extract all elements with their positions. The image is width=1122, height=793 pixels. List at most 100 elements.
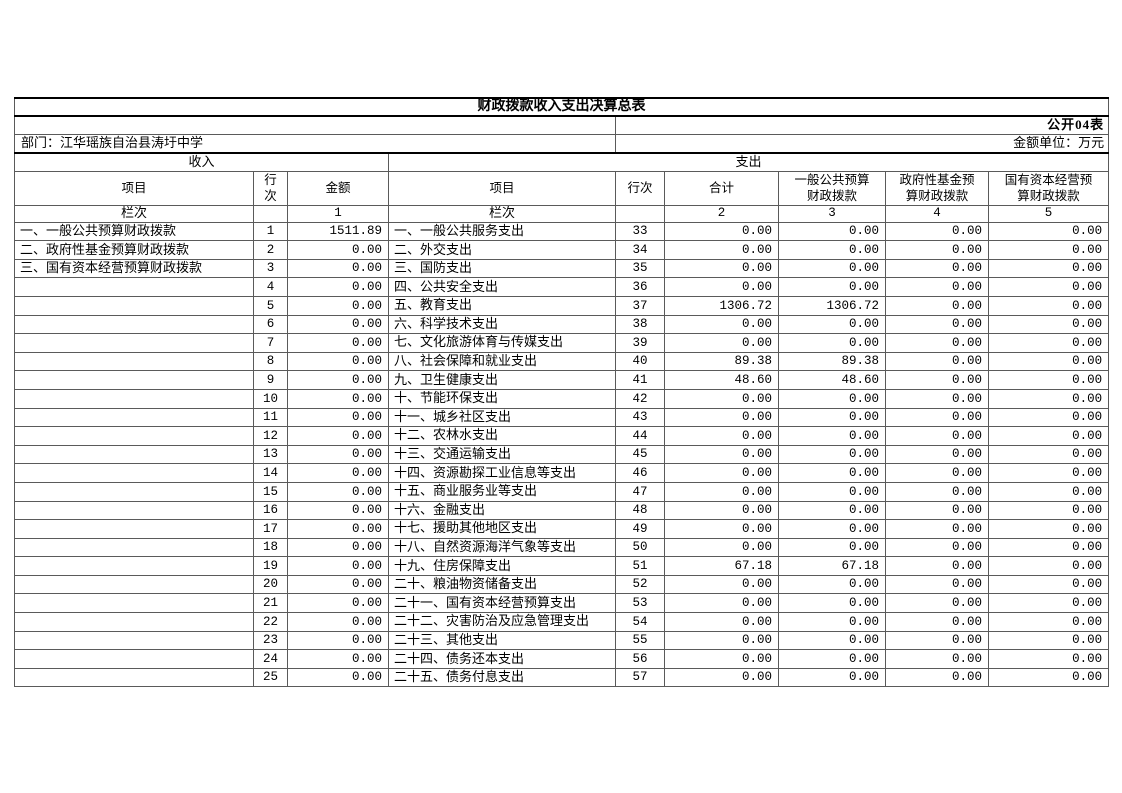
table-row: 二、政府性基金预算财政拨款 2 0.00 二、外交支出 34 0.00 0.00…	[14, 240, 1110, 260]
expense-total-cell: 0.00	[664, 574, 779, 595]
income-rowno-cell: 19	[253, 556, 288, 576]
expense-general-budget-cell: 0.00	[778, 221, 886, 242]
income-rowno-cell: 9	[253, 370, 288, 390]
income-rowno-cell: 7	[253, 333, 288, 353]
expense-rowno-cell: 39	[615, 333, 665, 353]
expense-item-cell: 二十、粮油物资储备支出	[388, 574, 616, 595]
income-rowno-cell: 24	[253, 649, 288, 669]
expense-rowno-cell: 45	[615, 444, 665, 465]
expense-item-cell: 二十三、其他支出	[388, 630, 616, 651]
table-row: 13 0.00 十三、交通运输支出 45 0.00 0.00 0.00 0.00	[14, 444, 1110, 465]
income-item-cell	[14, 370, 254, 390]
expense-rowno-cell: 52	[615, 574, 665, 595]
table-row: 14 0.00 十四、资源勘探工业信息等支出 46 0.00 0.00 0.00…	[14, 463, 1110, 483]
income-amount-cell: 0.00	[287, 240, 389, 260]
empty-cell	[253, 204, 288, 223]
expense-state-capital-cell: 0.00	[987, 500, 1110, 521]
col-header-income-amount: 金额	[287, 171, 389, 206]
col-header-general-budget: 一般公共预算 财政拨款	[778, 171, 886, 206]
expense-item-cell: 二十四、债务还本支出	[388, 649, 616, 669]
income-item-cell: 三、国有资本经营预算财政拨款	[14, 258, 254, 279]
table-code-label: 公开04表	[614, 115, 1110, 136]
expense-item-cell: 二十二、灾害防治及应急管理支出	[388, 612, 616, 632]
expense-gov-fund-cell: 0.00	[885, 612, 989, 632]
table-row: 17 0.00 十七、援助其他地区支出 49 0.00 0.00 0.00 0.…	[14, 519, 1110, 539]
income-rowno-cell: 16	[253, 500, 288, 521]
expense-gov-fund-cell: 0.00	[885, 593, 989, 614]
table-code-row: 公开04表	[14, 115, 1110, 136]
expense-general-budget-cell: 0.00	[778, 463, 886, 483]
expense-general-budget-cell: 0.00	[778, 240, 886, 260]
expense-general-budget-cell: 0.00	[778, 519, 886, 539]
expense-item-cell: 四、公共安全支出	[388, 277, 616, 297]
income-amount-cell: 0.00	[287, 388, 389, 409]
income-rowno-cell: 22	[253, 612, 288, 632]
expense-total-cell: 0.00	[664, 240, 779, 260]
expense-state-capital-cell: 0.00	[987, 221, 1110, 242]
expense-rowno-cell: 41	[615, 370, 665, 390]
expense-item-cell: 十九、住房保障支出	[388, 556, 616, 576]
table-row: 5 0.00 五、教育支出 37 1306.72 1306.72 0.00 0.…	[14, 295, 1110, 316]
expense-total-cell: 1306.72	[664, 295, 779, 316]
expense-state-capital-cell: 0.00	[987, 258, 1110, 279]
income-rowno-cell: 4	[253, 277, 288, 297]
expense-rowno-cell: 35	[615, 258, 665, 279]
income-amount-cell: 0.00	[287, 649, 389, 669]
expense-item-cell: 九、卫生健康支出	[388, 370, 616, 390]
section-header-row: 收入 支出	[14, 152, 1110, 173]
expense-state-capital-cell: 0.00	[987, 277, 1110, 297]
income-item-cell	[14, 295, 254, 316]
col-header-expense-item: 项目	[388, 171, 616, 206]
table-row: 15 0.00 十五、商业服务业等支出 47 0.00 0.00 0.00 0.…	[14, 481, 1110, 502]
table-row: 16 0.00 十六、金融支出 48 0.00 0.00 0.00 0.00	[14, 500, 1110, 521]
col-header-income-item: 项目	[14, 171, 254, 206]
expense-gov-fund-cell: 0.00	[885, 667, 989, 688]
expense-gov-fund-cell: 0.00	[885, 519, 989, 539]
income-item-cell	[14, 500, 254, 521]
expense-rowno-cell: 54	[615, 612, 665, 632]
expense-gov-fund-cell: 0.00	[885, 221, 989, 242]
expense-total-cell: 0.00	[664, 630, 779, 651]
income-rowno-cell: 21	[253, 593, 288, 614]
expense-state-capital-cell: 0.00	[987, 370, 1110, 390]
lanci-label-left: 栏次	[14, 204, 254, 223]
income-amount-cell: 0.00	[287, 426, 389, 446]
expense-gov-fund-cell: 0.00	[885, 426, 989, 446]
income-item-cell	[14, 630, 254, 651]
expense-item-cell: 十五、商业服务业等支出	[388, 481, 616, 502]
empty-cell	[14, 115, 616, 136]
expense-gov-fund-cell: 0.00	[885, 407, 989, 428]
expense-rowno-cell: 36	[615, 277, 665, 297]
table-row: 9 0.00 九、卫生健康支出 41 48.60 48.60 0.00 0.00	[14, 370, 1110, 390]
expense-item-cell: 十四、资源勘探工业信息等支出	[388, 463, 616, 483]
income-item-cell	[14, 388, 254, 409]
expense-gov-fund-cell: 0.00	[885, 351, 989, 372]
income-rowno-cell: 25	[253, 667, 288, 688]
income-rowno-cell: 20	[253, 574, 288, 595]
expense-gov-fund-cell: 0.00	[885, 333, 989, 353]
expense-total-cell: 67.18	[664, 556, 779, 576]
income-rowno-cell: 13	[253, 444, 288, 465]
expense-state-capital-cell: 0.00	[987, 537, 1110, 558]
expense-gov-fund-cell: 0.00	[885, 240, 989, 260]
column-header-row: 项目 行 次 金额 项目 行次 合计 一般公共预算 财政拨款 政府性基金预 算财…	[14, 171, 1110, 206]
income-amount-cell: 0.00	[287, 667, 389, 688]
expense-general-budget-cell: 0.00	[778, 500, 886, 521]
expense-state-capital-cell: 0.00	[987, 667, 1110, 688]
income-amount-cell: 0.00	[287, 612, 389, 632]
income-section-header: 收入	[14, 152, 389, 173]
income-amount-cell: 0.00	[287, 574, 389, 595]
expense-state-capital-cell: 0.00	[987, 649, 1110, 669]
expense-rowno-cell: 40	[615, 351, 665, 372]
expense-total-cell: 0.00	[664, 612, 779, 632]
expense-total-cell: 48.60	[664, 370, 779, 390]
income-item-cell	[14, 519, 254, 539]
income-amount-cell: 0.00	[287, 277, 389, 297]
income-amount-cell: 0.00	[287, 556, 389, 576]
expense-total-cell: 0.00	[664, 593, 779, 614]
income-item-cell	[14, 333, 254, 353]
expense-item-cell: 一、一般公共服务支出	[388, 221, 616, 242]
income-amount-cell: 0.00	[287, 314, 389, 335]
expense-state-capital-cell: 0.00	[987, 556, 1110, 576]
expense-general-budget-cell: 0.00	[778, 333, 886, 353]
